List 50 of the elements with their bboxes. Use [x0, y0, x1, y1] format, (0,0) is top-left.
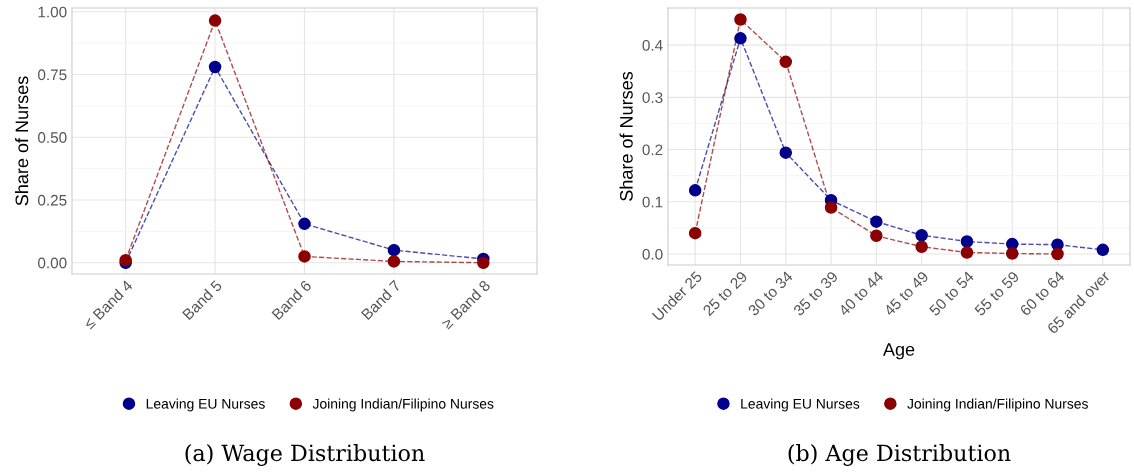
- point: [688, 184, 702, 197]
- point: [387, 255, 401, 268]
- text: (b) Age Distribution: [788, 444, 1011, 466]
- text: (a) Wage Distribution: [185, 444, 425, 466]
- y-tick-label: 0.25: [38, 194, 67, 206]
- point: [870, 215, 883, 228]
- point: [387, 243, 401, 257]
- point: [915, 228, 928, 242]
- point: [688, 226, 702, 240]
- point: [208, 14, 222, 27]
- legend-label: Leaving EU Nurses: [146, 398, 265, 412]
- x-tick-label: 60 to 64: [1019, 270, 1066, 317]
- x-tick-label: 55 to 59: [973, 270, 1020, 317]
- y-tick-label: 0.2: [642, 144, 663, 156]
- point: [1096, 243, 1110, 257]
- point: [779, 146, 793, 159]
- point: [734, 13, 747, 26]
- x-axis-title: Age: [882, 343, 915, 360]
- point: [208, 60, 222, 74]
- y-tick-label: 0.50: [38, 132, 67, 143]
- point: [960, 246, 974, 259]
- point: [779, 55, 793, 69]
- x-tick-label: 50 to 54: [928, 270, 975, 317]
- x-tick-label: 30 to 34: [747, 270, 794, 317]
- x-tick-label: 25 to 29: [702, 270, 748, 317]
- y-tick-label: 1.00: [38, 6, 67, 18]
- x-tick-label: 45 to 49: [883, 270, 930, 317]
- legend-label: Joining Indian/Filipino Nurses: [907, 398, 1088, 412]
- point: [298, 250, 311, 263]
- y-tick-label: 0.3: [642, 92, 663, 104]
- point: [915, 240, 928, 253]
- y-axis-title: Share of Nurses: [619, 71, 633, 201]
- point: [298, 217, 311, 231]
- y-tick-label: 0.4: [642, 39, 663, 51]
- point: [1051, 247, 1064, 261]
- y-tick-label: 0.75: [38, 69, 67, 81]
- point: [824, 201, 838, 214]
- y-tick-label: 0.00: [38, 257, 67, 269]
- x-tick-label: 35 to 39: [792, 270, 839, 317]
- point: [870, 229, 883, 242]
- point: [1005, 247, 1019, 260]
- point: [960, 235, 974, 248]
- y-axis-title: Share of Nurses: [15, 76, 29, 206]
- y-tick-label: 0.1: [642, 196, 663, 208]
- point: [734, 32, 747, 45]
- legend-label: Joining Indian/Filipino Nurses: [312, 398, 494, 412]
- point: [477, 256, 490, 269]
- y-tick-label: 0.0: [642, 248, 663, 260]
- x-tick-label: 40 to 44: [837, 270, 884, 317]
- legend-label: Leaving EU Nurses: [741, 398, 860, 412]
